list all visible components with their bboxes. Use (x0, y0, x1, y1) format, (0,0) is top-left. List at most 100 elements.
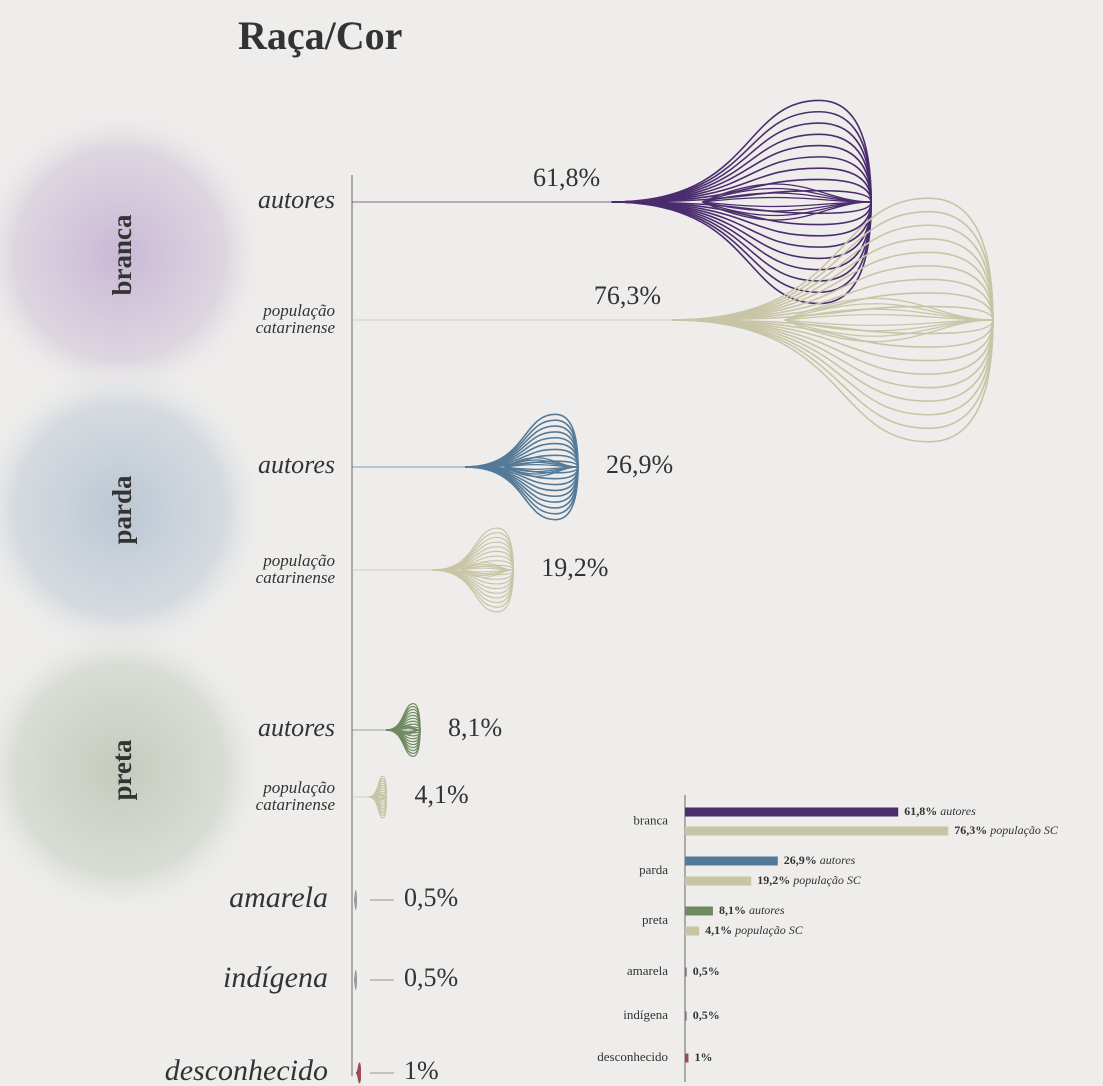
fan-stroke (353, 979, 357, 991)
fan-stroke (432, 569, 514, 590)
fan-stroke (432, 569, 514, 585)
fan-stroke (355, 1062, 361, 1074)
fan-stroke (432, 527, 514, 571)
group-label: parda (107, 475, 137, 545)
fan-stroke (464, 454, 579, 468)
value-number: 76,3% (954, 823, 987, 837)
fan-stroke (385, 729, 421, 757)
series-name: autores (940, 804, 976, 818)
category-label: indígena (223, 961, 328, 994)
fan-stroke (460, 569, 514, 578)
group-bubble (0, 105, 270, 405)
value-label: 26,9% (606, 450, 673, 479)
value-label: 1% (404, 1056, 439, 1085)
bar (685, 926, 700, 936)
value-label: 0,5% (404, 963, 458, 992)
value-number: 1% (694, 1050, 712, 1064)
category-label: amarela (627, 963, 668, 978)
fan-stroke (464, 413, 579, 468)
fan-stroke (672, 224, 994, 321)
fan-stroke (611, 201, 872, 226)
fan-stroke (464, 431, 579, 468)
row-label: autores (258, 713, 335, 742)
value-label: 19,2% população SC (757, 873, 862, 887)
row-label: população catarinense (256, 301, 336, 337)
fan-stroke (353, 889, 357, 901)
category-label: amarela (229, 881, 328, 914)
category-label: indígena (623, 1007, 668, 1022)
row-label: autores (258, 450, 335, 479)
fan-stroke (385, 703, 421, 731)
fan-stroke (464, 448, 579, 468)
fan-stroke (702, 183, 872, 203)
fan-stroke (464, 419, 579, 468)
fan-stroke (611, 201, 872, 282)
fan (355, 1062, 361, 1084)
group-bubble (0, 360, 270, 660)
category-label: desconhecido (597, 1049, 668, 1064)
bar (685, 967, 687, 977)
value-label: 61,8% (533, 163, 600, 192)
value-label: 76,3% população SC (954, 823, 1059, 837)
fan-stroke (464, 436, 579, 468)
fan-stroke (464, 425, 579, 468)
fan-stroke (432, 569, 514, 613)
fan-stroke (464, 466, 579, 486)
fan-stroke (374, 796, 387, 802)
value-label: 0,5% (404, 883, 458, 912)
value-label: 8,1% (448, 713, 502, 742)
fan-stroke (672, 292, 994, 321)
group-label: preta (107, 739, 137, 800)
fan-stroke (672, 319, 994, 335)
fan (353, 969, 357, 991)
bar (685, 826, 949, 836)
fan-stroke (355, 1072, 361, 1084)
value-label: 4,1% (414, 780, 468, 809)
fan-stroke (672, 319, 994, 430)
value-label: 61,8% autores (904, 804, 976, 818)
fan-stroke (353, 899, 357, 911)
fan-stroke (611, 201, 872, 237)
series-name: população SC (989, 823, 1059, 837)
fan-stroke (464, 466, 579, 474)
value-number: 8,1% (719, 903, 746, 917)
chart-title: Raça/Cor (238, 13, 402, 58)
fan (611, 99, 872, 305)
value-number: 4,1% (705, 923, 732, 937)
fan-stroke (672, 197, 994, 321)
fan-stroke (432, 569, 514, 580)
fan-stroke (611, 122, 872, 203)
row-label: população catarinense (256, 778, 336, 814)
bar (685, 1011, 687, 1021)
fan-stroke (672, 210, 994, 321)
fan-stroke (464, 466, 579, 521)
category-label: preta (642, 912, 668, 927)
fan-stroke (784, 297, 993, 321)
fan-stroke (460, 562, 514, 571)
fan (672, 197, 994, 443)
fan-stroke (672, 319, 994, 375)
fan-stroke (432, 555, 514, 571)
bar (685, 1053, 689, 1063)
fan-stroke (672, 319, 994, 389)
value-number: 61,8% (904, 804, 937, 818)
value-number: 19,2% (757, 873, 790, 887)
fan-stroke (611, 201, 872, 248)
fan-stroke (464, 466, 579, 498)
fan-stroke (464, 466, 579, 515)
value-label: 4,1% população SC (705, 923, 804, 937)
value-label: 76,3% (594, 281, 661, 310)
fan-stroke (611, 178, 872, 203)
fan-stroke (611, 99, 872, 203)
fan-stroke (611, 133, 872, 203)
bar (685, 876, 752, 886)
fan-stroke (611, 156, 872, 203)
fan-stroke (464, 466, 579, 509)
fan-stroke (611, 144, 872, 203)
fan-stroke (464, 442, 579, 468)
category-label: parda (639, 862, 668, 877)
value-label: 8,1% autores (719, 903, 785, 917)
fan-stroke (611, 201, 872, 271)
series-name: população SC (792, 873, 862, 887)
group-bubble (0, 620, 270, 920)
